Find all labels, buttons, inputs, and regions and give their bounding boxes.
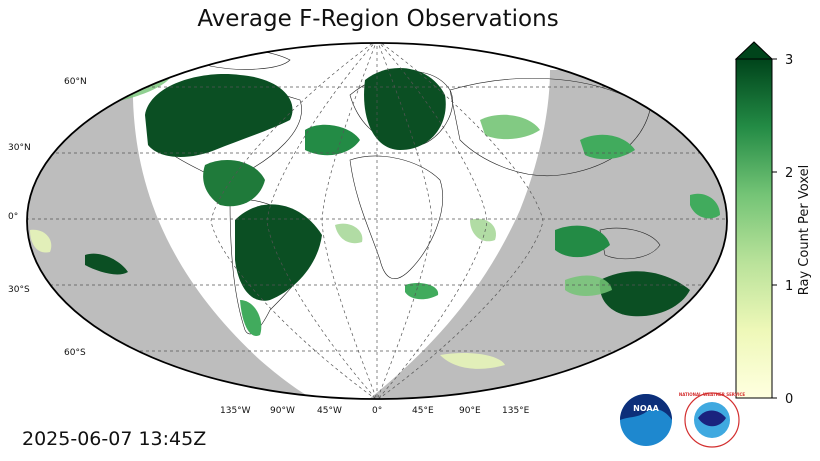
night-shade-west [27, 43, 340, 399]
density-europe [364, 68, 446, 150]
density-africa [470, 218, 496, 242]
lon-label-135e: 135°E [502, 406, 530, 416]
density-east-pacific [690, 193, 720, 219]
lat-label-30n: 30°N [8, 143, 31, 153]
density-atlantic [335, 223, 363, 244]
lon-label-90w: 90°W [270, 406, 295, 416]
longitude-labels: 135°W 90°W 45°W 0° 45°E 90°E 135°E [220, 406, 530, 416]
map-title: Average F-Region Observations [197, 6, 559, 32]
lat-label-60n: 60°N [64, 77, 87, 87]
globe-outline [26, 42, 728, 400]
colorbar: 0 1 2 3 Ray Count Per Voxel [734, 41, 812, 407]
colorbar-label: Ray Count Per Voxel [797, 165, 812, 295]
colorbar-tick-1: 1 [785, 279, 793, 294]
lon-label-45e: 45°E [412, 406, 434, 416]
density-north-america [145, 74, 293, 157]
noaa-logo: NOAA [620, 394, 672, 446]
density-faint-pacific [30, 229, 52, 253]
density-west-europe [305, 124, 360, 156]
lat-label-30s: 30°S [8, 285, 30, 295]
lon-label-135w: 135°W [220, 406, 251, 416]
colorbar-gradient [735, 58, 773, 399]
density-south-pacific [85, 253, 128, 275]
density-indian-ocean [555, 225, 610, 258]
density-south-america-tail [240, 300, 262, 336]
nws-logo-text: NATIONAL WEATHER SERVICE [679, 392, 746, 397]
density-middle-east [480, 114, 540, 140]
noaa-logo-text: NOAA [633, 404, 659, 413]
nws-logo: NATIONAL WEATHER SERVICE [679, 392, 746, 448]
timestamp: 2025-06-07 13:45Z [22, 428, 207, 450]
colorbar-tick-0: 0 [785, 392, 793, 407]
colorbar-tick-3: 3 [785, 53, 793, 68]
density-south-atlantic [405, 283, 439, 300]
lon-label-0: 0° [372, 406, 382, 416]
colorbar-tick-2: 2 [785, 166, 793, 181]
colorbar-extend-arrow [734, 41, 774, 60]
density-southeast-pacific [565, 275, 612, 296]
colorbar-ticks [772, 58, 777, 399]
lon-label-90e: 90°E [459, 406, 481, 416]
lon-label-45w: 45°W [317, 406, 342, 416]
lat-label-60s: 60°S [64, 348, 86, 358]
density-south-america [235, 204, 322, 301]
night-shade-east [355, 70, 727, 399]
lat-label-0: 0° [8, 212, 18, 222]
density-australia [599, 271, 690, 317]
globe-interior [27, 43, 727, 399]
density-faint-south [440, 353, 505, 369]
density-central-america [203, 160, 265, 207]
latitude-labels: 60°N 30°N 0° 30°S 60°S [8, 77, 87, 358]
